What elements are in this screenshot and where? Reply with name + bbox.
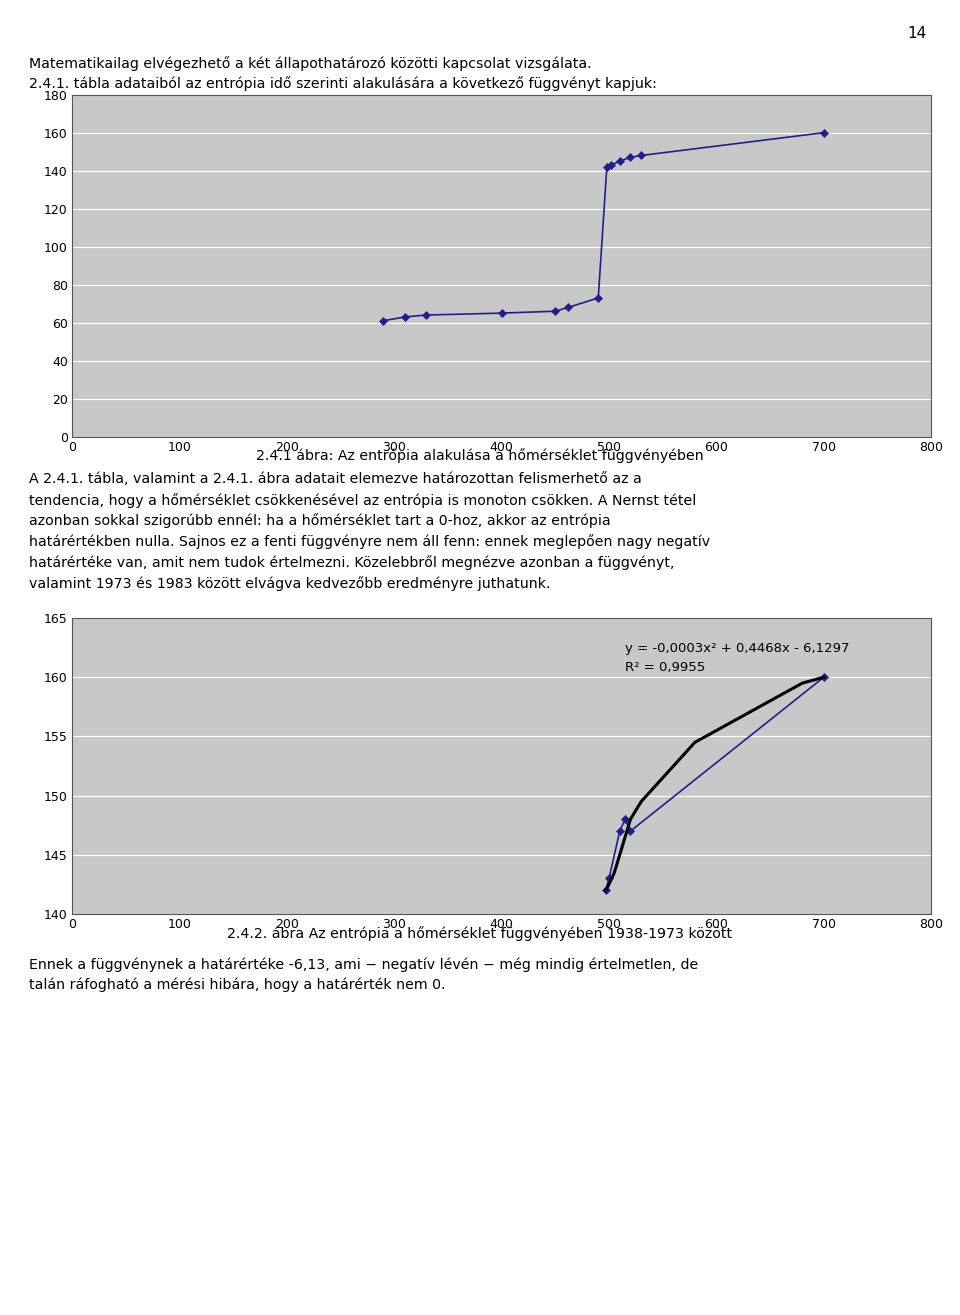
Text: valamint 1973 és 1983 között elvágva kedvezőbb eredményre juthatunk.: valamint 1973 és 1983 között elvágva ked… <box>29 576 550 590</box>
Text: y = -0,0003x² + 0,4468x - 6,1297: y = -0,0003x² + 0,4468x - 6,1297 <box>625 642 850 655</box>
Text: A 2.4.1. tábla, valamint a 2.4.1. ábra adatait elemezve határozottan felismerhet: A 2.4.1. tábla, valamint a 2.4.1. ábra a… <box>29 472 641 487</box>
Text: 14: 14 <box>907 26 926 41</box>
Text: azonban sokkal szigorúbb ennél: ha a hőmérséklet tart a 0-hoz, akkor az entrópia: azonban sokkal szigorúbb ennél: ha a hőm… <box>29 514 611 529</box>
Text: talán ráfogható a mérési hibára, hogy a határérték nem 0.: talán ráfogható a mérési hibára, hogy a … <box>29 977 445 992</box>
Text: 2.4.1. tábla adataiból az entrópia idő szerinti alakulására a következő függvény: 2.4.1. tábla adataiból az entrópia idő s… <box>29 76 657 91</box>
Text: határértékben nulla. Sajnos ez a fenti függvényre nem áll fenn: ennek meglepően : határértékben nulla. Sajnos ez a fenti f… <box>29 534 710 550</box>
Text: 2.4.2. ábra Az entrópia a hőmérséklet függvényében 1938-1973 között: 2.4.2. ábra Az entrópia a hőmérséklet fü… <box>228 926 732 940</box>
Text: R² = 0,9955: R² = 0,9955 <box>625 660 706 673</box>
Text: határértéke van, amit nem tudok értelmezni. Közelebbről megnézve azonban a függv: határértéke van, amit nem tudok értelmez… <box>29 555 674 569</box>
Text: Ennek a függvénynek a határértéke -6,13, ami − negatív lévén − még mindig értelm: Ennek a függvénynek a határértéke -6,13,… <box>29 957 698 972</box>
Text: Matematikailag elvégezhető a két állapothatározó közötti kapcsolat vizsgálata.: Matematikailag elvégezhető a két állapot… <box>29 57 591 71</box>
Text: tendencia, hogy a hőmérséklet csökkenésével az entrópia is monoton csökken. A Ne: tendencia, hogy a hőmérséklet csökkenésé… <box>29 493 696 508</box>
Text: 2.4.1 ábra: Az entrópia alakulása a hőmérséklet függvényében: 2.4.1 ábra: Az entrópia alakulása a hőmé… <box>256 448 704 463</box>
